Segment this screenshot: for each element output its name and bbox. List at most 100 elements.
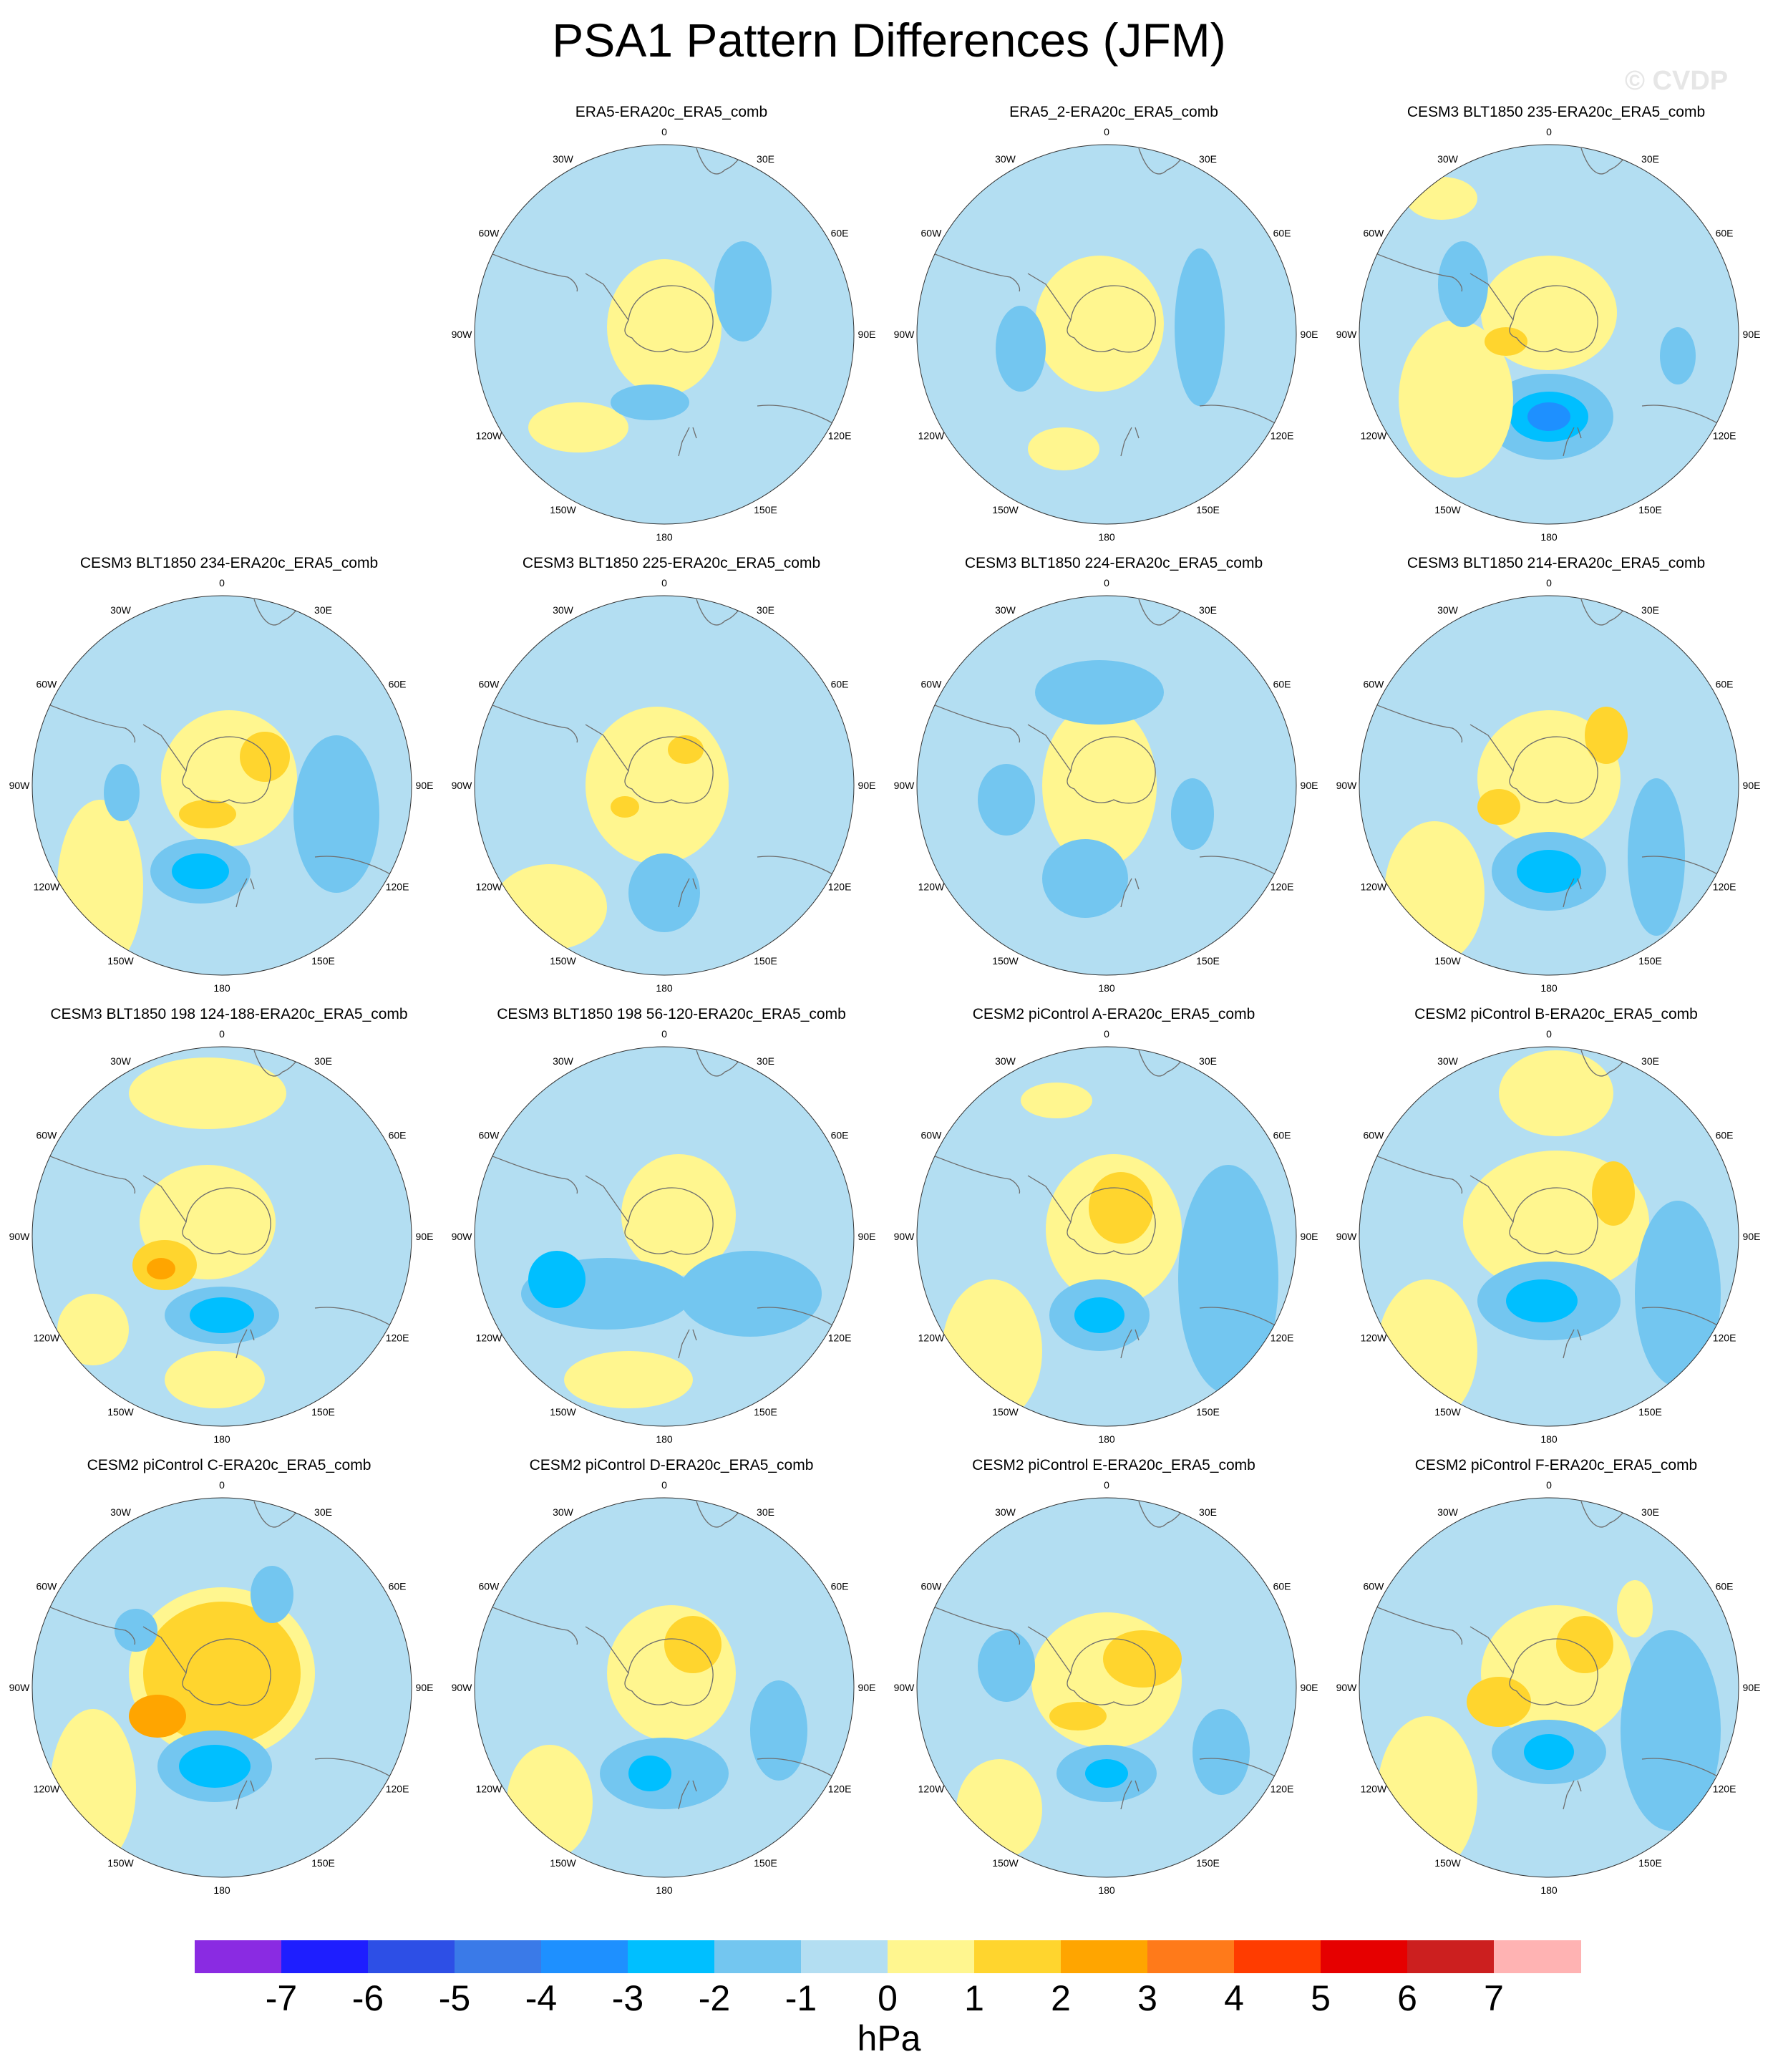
- longitude-label: 0: [1104, 126, 1109, 137]
- longitude-label: 120W: [476, 1783, 502, 1795]
- coastline: [1362, 1150, 1463, 1194]
- anomaly-contour: [172, 853, 229, 889]
- watermark: © CVDP: [1625, 66, 1729, 96]
- coastline: [1563, 1329, 1582, 1359]
- longitude-label: 30W: [1437, 153, 1459, 165]
- longitude-label: 150W: [107, 1406, 134, 1418]
- map-panel: CESM3 BLT1850 198 124-188-ERA20c_ERA5_co…: [7, 1006, 451, 1450]
- longitude-label: 180: [1540, 1884, 1558, 1896]
- colorbar-cell: [1061, 1940, 1148, 1973]
- anomaly-contour: [564, 1351, 693, 1408]
- longitude-label: 30E: [757, 1055, 774, 1067]
- longitude-label: 0: [1546, 126, 1552, 137]
- longitude-label: 0: [661, 1028, 667, 1040]
- map-panel: CESM2 piControl C-ERA20c_ERA5_comb 0 30E 60…: [7, 1457, 451, 1901]
- longitude-label: 120W: [476, 881, 502, 893]
- colorbar-units: hPa: [857, 2018, 921, 2058]
- anomaly-contour: [664, 1616, 722, 1673]
- longitude-label: 0: [1546, 577, 1552, 589]
- longitude-label: 120E: [828, 1332, 852, 1344]
- longitude-label: 150E: [311, 1406, 335, 1418]
- longitude-label: 90E: [416, 780, 434, 791]
- longitude-label: 150W: [550, 1406, 576, 1418]
- longitude-label: 60E: [831, 1581, 849, 1592]
- anomaly-contour: [1399, 320, 1513, 478]
- longitude-label: 60W: [37, 1581, 58, 1592]
- colorbar-tick-label: -7: [265, 1978, 298, 2018]
- longitude-label: 30W: [110, 1055, 132, 1067]
- longitude-label: 30W: [1437, 604, 1459, 616]
- coastline: [585, 724, 714, 804]
- longitude-label: 60E: [831, 228, 849, 239]
- panel-title: CESM3 BLT1850 225-ERA20c_ERA5_comb: [522, 555, 821, 571]
- longitude-label: 120W: [476, 1332, 502, 1344]
- longitude-label: 120W: [34, 881, 60, 893]
- colorbar: [195, 1940, 1581, 1973]
- map-panel: CESM2 piControl D-ERA20c_ERA5_comb 0 30E 60…: [450, 1457, 893, 1901]
- longitude-label: 150E: [1196, 504, 1220, 515]
- coastline: [585, 273, 714, 353]
- longitude-label: 0: [1104, 1028, 1109, 1040]
- longitude-label: 120W: [1361, 1332, 1387, 1344]
- coastline: [678, 1329, 697, 1359]
- longitude-label: 120E: [1271, 1332, 1294, 1344]
- polar-map: 0 30E 60E 90E 120E 150E 180 150W 120W 90W 60W 30W: [894, 1479, 1318, 1896]
- anomaly-contour: [1438, 241, 1488, 327]
- longitude-label: 90E: [1743, 1231, 1761, 1242]
- map-panel: CESM2 piControl F-ERA20c_ERA5_comb 0 30E 60…: [1334, 1457, 1778, 1901]
- longitude-label: 30W: [995, 604, 1016, 616]
- longitude-label: 150E: [1638, 1857, 1662, 1869]
- coastline: [1027, 273, 1156, 353]
- longitude-label: 120W: [918, 881, 945, 893]
- longitude-label: 120E: [1713, 430, 1736, 442]
- anomaly-contour: [528, 1251, 586, 1308]
- longitude-label: 150E: [1196, 1406, 1220, 1418]
- longitude-label: 120W: [34, 1783, 60, 1795]
- coastline: [1120, 878, 1140, 908]
- map-border: [31, 1497, 412, 1878]
- longitude-label: 120E: [828, 881, 852, 893]
- longitude-label: 180: [656, 982, 673, 994]
- longitude-label: 30W: [110, 604, 132, 616]
- longitude-label: 60E: [1716, 228, 1734, 239]
- longitude-label: 30W: [1437, 1055, 1459, 1067]
- anomaly-contour: [492, 864, 607, 950]
- longitude-label: 30W: [553, 1506, 574, 1518]
- anomaly-contour: [293, 735, 379, 893]
- coastline: [1469, 273, 1598, 353]
- coastline: [1027, 724, 1156, 804]
- longitude-label: 90W: [894, 1231, 915, 1242]
- map-border: [1359, 595, 1739, 976]
- map-panel: CESM2 piControl B-ERA20c_ERA5_comb 0 30E 60…: [1334, 1006, 1778, 1450]
- coastline: [235, 1780, 255, 1810]
- coastline: [1469, 724, 1598, 804]
- longitude-label: 120W: [34, 1332, 60, 1344]
- longitude-label: 180: [1098, 1433, 1115, 1445]
- longitude-label: 0: [219, 577, 225, 589]
- longitude-label: 120E: [1713, 1332, 1736, 1344]
- anomaly-contour: [996, 306, 1046, 392]
- coastline: [1120, 1780, 1140, 1810]
- longitude-label: 90E: [416, 1682, 434, 1693]
- coastline: [1469, 1175, 1598, 1255]
- longitude-label: 60W: [37, 679, 58, 690]
- coastline: [585, 1626, 714, 1706]
- anomaly-contour: [1035, 256, 1164, 392]
- anomaly-contour: [129, 1695, 186, 1738]
- longitude-label: 30E: [314, 1506, 332, 1518]
- longitude-label: 0: [1104, 577, 1109, 589]
- longitude-label: 60E: [831, 1130, 849, 1141]
- anomaly-contour: [1621, 1630, 1721, 1831]
- longitude-label: 60W: [479, 1581, 500, 1592]
- longitude-label: 60W: [479, 228, 500, 239]
- colorbar-tick-label: -4: [525, 1978, 558, 2018]
- anomaly-contour: [586, 707, 729, 864]
- longitude-label: 30E: [1641, 604, 1659, 616]
- anomaly-contour: [679, 1251, 822, 1337]
- anomaly-contour: [1524, 1734, 1574, 1770]
- longitude-label: 30W: [995, 1506, 1016, 1518]
- longitude-label: 90E: [416, 1231, 434, 1242]
- map-border: [474, 1046, 855, 1427]
- longitude-label: 120W: [918, 430, 945, 442]
- anomaly-contour: [57, 1294, 129, 1365]
